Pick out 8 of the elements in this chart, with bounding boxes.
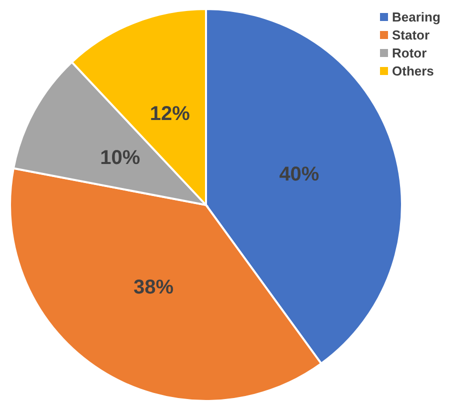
legend-label: Others <box>392 64 434 78</box>
data-label: 38% <box>133 276 174 299</box>
legend-label: Bearing <box>392 10 440 24</box>
legend-label: Stator <box>392 28 430 42</box>
data-label: 12% <box>150 102 190 125</box>
data-label: 40% <box>279 164 320 186</box>
data-label: 10% <box>100 146 140 169</box>
legend-label: Rotor <box>392 46 427 60</box>
